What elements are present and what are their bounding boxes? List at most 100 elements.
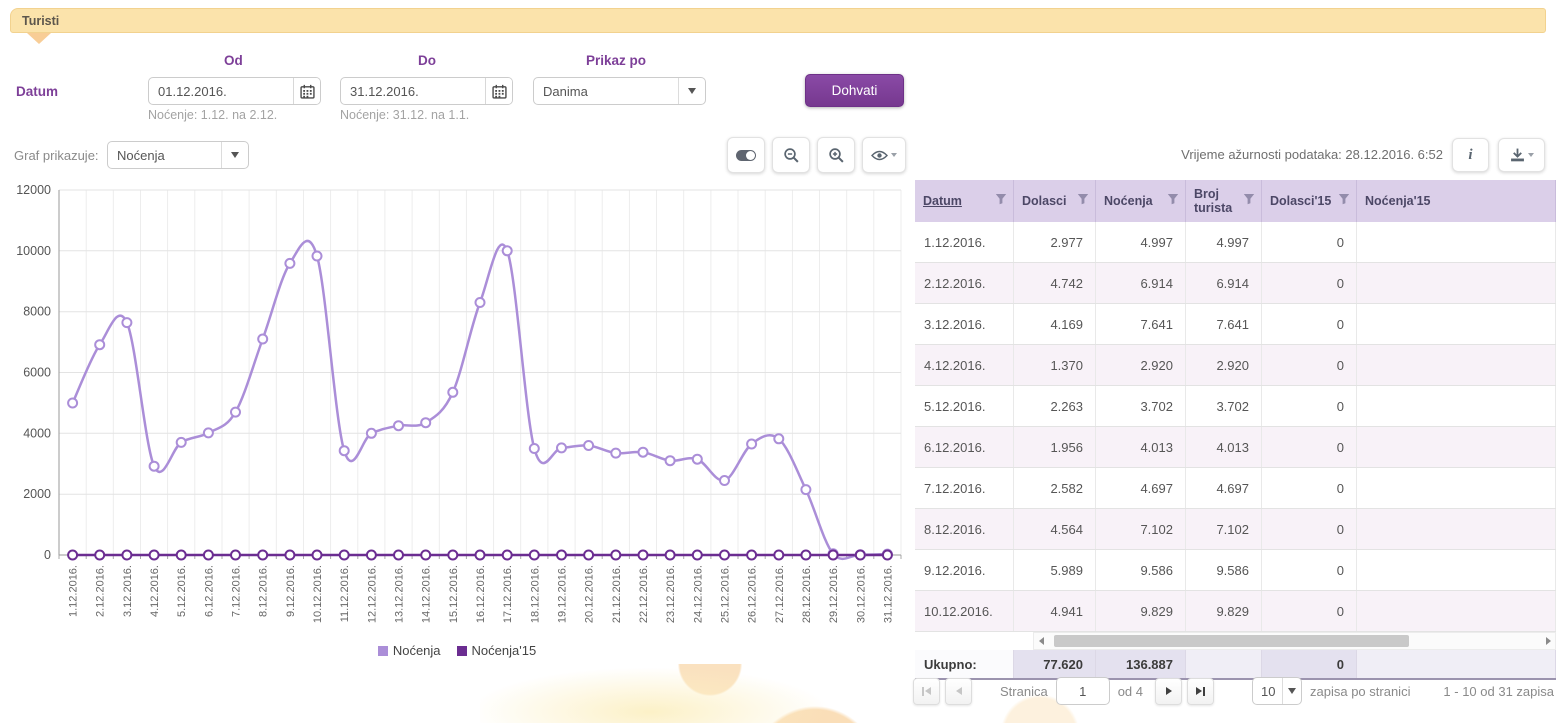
table-row[interactable]: 6.12.2016. 1.956 4.013 4.013 0: [915, 427, 1556, 468]
column-filter-button[interactable]: [1338, 193, 1350, 208]
table-cell: 3.702: [1096, 386, 1186, 426]
table-cell: 0: [1262, 345, 1357, 385]
graf-select[interactable]: Noćenja: [107, 141, 249, 169]
table-row[interactable]: 8.12.2016. 4.564 7.102 7.102 0: [915, 509, 1556, 550]
date-from-field: [148, 77, 321, 105]
column-label: Dolasci: [1022, 193, 1067, 208]
zoom-out-button[interactable]: [772, 137, 810, 173]
column-header-2[interactable]: Noćenja: [1096, 180, 1186, 222]
totals-cell: [1186, 650, 1262, 678]
svg-text:20.12.2016.: 20.12.2016.: [584, 565, 596, 623]
table-cell: 2.977: [1014, 222, 1096, 262]
dohvati-button[interactable]: Dohvati: [805, 74, 904, 107]
scroll-right-icon[interactable]: [1541, 637, 1555, 645]
column-filter-button[interactable]: [995, 193, 1007, 208]
first-page-button[interactable]: [913, 677, 940, 705]
column-header-1[interactable]: Dolasci: [1014, 180, 1096, 222]
svg-text:28.12.2016.: 28.12.2016.: [801, 565, 813, 623]
table-cell: 0: [1262, 222, 1357, 262]
svg-text:22.12.2016.: 22.12.2016.: [638, 565, 650, 623]
table-cell: 3.702: [1186, 386, 1262, 426]
table-row[interactable]: 7.12.2016. 2.582 4.697 4.697 0: [915, 468, 1556, 509]
data-freshness-label: Vrijeme ažurnosti podataka: 28.12.2016. …: [1181, 147, 1443, 162]
svg-text:5.12.2016.: 5.12.2016.: [176, 565, 188, 617]
line-chart[interactable]: 0 2000 4000 6000 8000 10000 12000 1.12.2016. 2.1…: [4, 182, 910, 644]
table-row[interactable]: 10.12.2016. 4.941 9.829 9.829 0: [915, 591, 1556, 632]
legend-item[interactable]: Noćenja: [377, 643, 441, 658]
column-filter-button[interactable]: [1243, 193, 1255, 208]
column-filter-button[interactable]: [1077, 193, 1089, 208]
calendar-icon[interactable]: [293, 78, 320, 104]
legend-label: Noćenja: [392, 643, 441, 658]
table-cell: [1357, 591, 1556, 631]
table-cell: 4.013: [1096, 427, 1186, 467]
scrollbar-thumb[interactable]: [1054, 635, 1409, 647]
table-row[interactable]: 1.12.2016. 2.977 4.997 4.997 0: [915, 222, 1556, 263]
stranica-label: Stranica: [1000, 683, 1048, 699]
eye-icon: [871, 150, 888, 160]
date-from-input[interactable]: [149, 78, 293, 104]
datum-label: Datum: [16, 84, 59, 99]
column-label: Noćenja'15: [1365, 193, 1431, 208]
svg-text:19.12.2016.: 19.12.2016.: [557, 565, 569, 623]
svg-text:17.12.2016.: 17.12.2016.: [502, 565, 514, 623]
legend-item[interactable]: Noćenja'15: [456, 643, 536, 658]
visibility-menu-button[interactable]: [862, 137, 906, 173]
column-label: Dolasci'15: [1270, 193, 1332, 208]
svg-text:7.12.2016.: 7.12.2016.: [231, 565, 243, 617]
table-cell: 2.12.2016.: [915, 263, 1014, 303]
svg-text:15.12.2016.: 15.12.2016.: [448, 565, 460, 623]
info-button[interactable]: i: [1452, 138, 1489, 172]
table-cell: 7.12.2016.: [915, 468, 1014, 508]
table-cell: 7.102: [1096, 509, 1186, 549]
page-number-input[interactable]: [1055, 677, 1110, 705]
prev-page-button[interactable]: [945, 677, 972, 705]
table-cell: 7.102: [1186, 509, 1262, 549]
svg-text:4000: 4000: [23, 426, 51, 440]
calendar-icon[interactable]: [485, 78, 512, 104]
column-header-0[interactable]: Datum: [915, 180, 1014, 222]
table-cell: 4.742: [1014, 263, 1096, 303]
chevron-down-icon: [1282, 678, 1301, 704]
chevron-down-icon: [678, 78, 705, 104]
graf-select-value: Noćenja: [117, 147, 165, 163]
column-header-3[interactable]: Broj turista: [1186, 180, 1262, 222]
next-page-button[interactable]: [1155, 677, 1183, 705]
table-cell: 9.586: [1096, 550, 1186, 590]
toggle-series-button[interactable]: [727, 137, 765, 173]
date-to-input[interactable]: [341, 78, 485, 104]
records-range-label: 1 - 10 od 31 zapisa: [1443, 683, 1554, 699]
last-page-button[interactable]: [1187, 677, 1215, 705]
svg-text:21.12.2016.: 21.12.2016.: [611, 565, 623, 623]
table-cell: 9.829: [1186, 591, 1262, 631]
table-row[interactable]: 4.12.2016. 1.370 2.920 2.920 0: [915, 345, 1556, 386]
svg-text:26.12.2016.: 26.12.2016.: [747, 565, 759, 623]
svg-text:2.12.2016.: 2.12.2016.: [95, 565, 107, 617]
table-row[interactable]: 2.12.2016. 4.742 6.914 6.914 0: [915, 263, 1556, 304]
table-row[interactable]: 3.12.2016. 4.169 7.641 7.641 0: [915, 304, 1556, 345]
svg-text:18.12.2016.: 18.12.2016.: [529, 565, 541, 623]
page-size-select[interactable]: 10: [1252, 677, 1303, 705]
table-cell: 2.920: [1096, 345, 1186, 385]
table-cell: 8.12.2016.: [915, 509, 1014, 549]
download-button[interactable]: [1498, 138, 1545, 172]
scroll-left-icon[interactable]: [1034, 637, 1048, 645]
svg-text:9.12.2016.: 9.12.2016.: [285, 565, 297, 617]
filter-icon: [995, 194, 1007, 205]
column-header-4[interactable]: Dolasci'15: [1262, 180, 1357, 222]
table-row[interactable]: 9.12.2016. 5.989 9.586 9.586 0: [915, 550, 1556, 591]
prikaz-po-select[interactable]: Danima: [533, 77, 706, 105]
horizontal-scrollbar[interactable]: [1033, 632, 1556, 650]
table-cell: 1.12.2016.: [915, 222, 1014, 262]
header-bar[interactable]: Turisti: [10, 8, 1546, 33]
table-row[interactable]: 5.12.2016. 2.263 3.702 3.702 0: [915, 386, 1556, 427]
pagination-bar: Stranica od 4 10 zapisa po stranici 1 - …: [913, 674, 1554, 708]
table-header: Datum Dolasci Noćenja Broj turista Dolasci'1…: [915, 180, 1556, 222]
column-header-5[interactable]: Noćenja'15: [1357, 180, 1556, 222]
chevron-down-icon: [891, 153, 897, 157]
zoom-in-button[interactable]: [817, 137, 855, 173]
totals-cell: 0: [1262, 650, 1357, 678]
legend-swatch-icon: [377, 645, 388, 656]
column-filter-button[interactable]: [1167, 193, 1179, 208]
